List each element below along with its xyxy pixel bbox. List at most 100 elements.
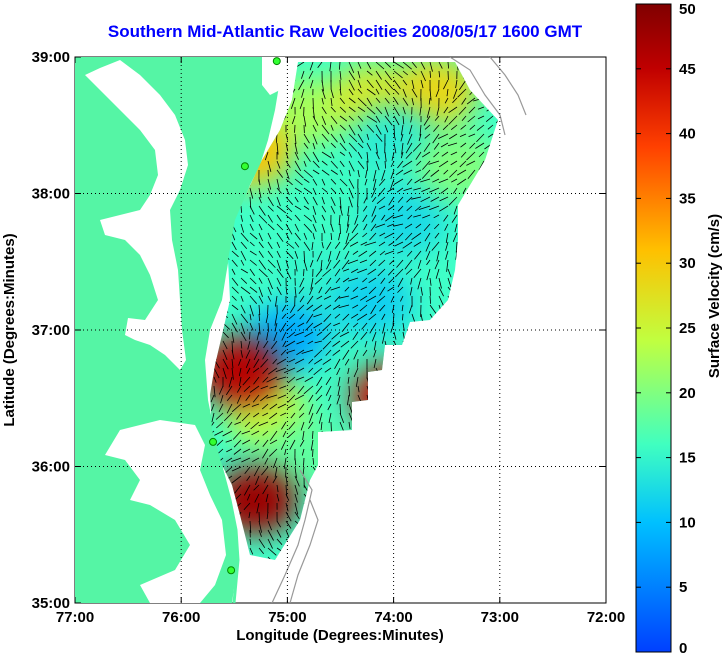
velocity-vector bbox=[258, 529, 262, 537]
velocity-vector bbox=[305, 322, 314, 331]
velocity-vector bbox=[263, 340, 269, 349]
velocity-vector bbox=[267, 367, 278, 375]
velocity-vector bbox=[231, 466, 242, 472]
velocity-vector bbox=[357, 70, 361, 79]
velocity-vector bbox=[321, 196, 325, 205]
velocity-vector bbox=[371, 205, 377, 217]
velocity-vector bbox=[287, 376, 296, 384]
velocity-vector bbox=[414, 178, 422, 184]
velocity-vector bbox=[258, 205, 266, 216]
velocity-vector bbox=[325, 385, 332, 396]
velocity-vector bbox=[402, 106, 406, 115]
velocity-vector bbox=[422, 214, 431, 219]
velocity-vector bbox=[241, 412, 251, 422]
velocity-vector bbox=[337, 376, 341, 387]
radar-station bbox=[240, 162, 249, 171]
velocity-vector bbox=[393, 106, 400, 117]
velocity-vector bbox=[308, 394, 314, 403]
velocity-vector bbox=[388, 277, 395, 284]
velocity-vector bbox=[434, 115, 440, 121]
velocity-vector bbox=[417, 277, 422, 290]
velocity-vector bbox=[240, 268, 249, 274]
velocity-vector bbox=[373, 358, 377, 369]
velocity-vector bbox=[222, 349, 228, 361]
velocity-vector bbox=[326, 241, 332, 250]
velocity-vector bbox=[363, 196, 368, 204]
velocity-vector bbox=[401, 142, 404, 155]
velocity-vector bbox=[270, 340, 278, 350]
velocity-vector bbox=[249, 286, 258, 293]
velocity-vector bbox=[394, 241, 404, 247]
velocity-vector bbox=[367, 268, 377, 275]
velocity-vector bbox=[260, 394, 269, 402]
velocity-vector bbox=[242, 376, 251, 386]
velocity-vector bbox=[371, 187, 377, 198]
velocity-vector bbox=[281, 304, 287, 312]
velocity-vector bbox=[406, 196, 413, 203]
velocity-vector bbox=[231, 322, 238, 333]
velocity-vector bbox=[255, 340, 260, 350]
velocity-vector bbox=[321, 169, 330, 176]
velocity-vector bbox=[302, 430, 305, 440]
velocity-vector bbox=[321, 241, 324, 249]
velocity-vector bbox=[304, 376, 314, 382]
velocity-vector bbox=[283, 457, 287, 469]
velocity-vector bbox=[413, 187, 422, 191]
velocity-vector bbox=[332, 304, 341, 310]
velocity-vector bbox=[312, 178, 318, 186]
velocity-vector bbox=[446, 259, 449, 272]
velocity-vector bbox=[400, 151, 404, 159]
velocity-vector bbox=[253, 466, 260, 477]
velocity-vector bbox=[357, 160, 365, 169]
velocity-vector bbox=[231, 331, 235, 343]
velocity-vector bbox=[330, 142, 336, 148]
velocity-vector bbox=[348, 62, 355, 74]
velocity-vector bbox=[347, 394, 350, 406]
velocity-vector bbox=[249, 304, 254, 317]
velocity-vector bbox=[385, 214, 395, 222]
velocity-vector bbox=[336, 250, 341, 261]
velocity-vector bbox=[239, 376, 242, 387]
velocity-vector bbox=[276, 205, 287, 214]
velocity-vector bbox=[439, 196, 449, 202]
velocity-vector bbox=[294, 178, 303, 186]
velocity-vector bbox=[267, 529, 274, 541]
x-axis-label: Longitude (Degrees:Minutes) bbox=[236, 627, 444, 644]
velocity-vector bbox=[310, 277, 314, 290]
velocity-vector bbox=[352, 250, 359, 255]
velocity-vector bbox=[458, 79, 467, 91]
velocity-vector bbox=[355, 376, 359, 387]
velocity-vector bbox=[306, 304, 314, 311]
velocity-vector bbox=[351, 223, 359, 234]
velocity-vector bbox=[277, 403, 287, 409]
velocity-vector bbox=[366, 88, 376, 96]
velocity-vector bbox=[357, 97, 367, 107]
velocity-vector bbox=[461, 115, 467, 121]
velocity-vector bbox=[267, 286, 272, 296]
velocity-vector bbox=[393, 62, 404, 69]
velocity-vector bbox=[312, 115, 319, 126]
velocity-vector bbox=[338, 304, 350, 309]
velocity-vector bbox=[382, 322, 386, 334]
velocity-vector bbox=[313, 313, 323, 318]
chart-title: Southern Mid-Atlantic Raw Velocities 200… bbox=[107, 22, 583, 41]
velocity-vector bbox=[371, 331, 377, 342]
velocity-vector bbox=[345, 232, 350, 245]
velocity-vector bbox=[240, 214, 243, 222]
velocity-vector bbox=[339, 62, 341, 70]
velocity-vector bbox=[315, 394, 323, 401]
velocity-vector bbox=[333, 322, 341, 327]
velocity-vector bbox=[264, 475, 269, 484]
velocity-vector bbox=[404, 223, 413, 229]
velocity-vector bbox=[378, 205, 386, 210]
velocity-vector bbox=[243, 385, 251, 392]
velocity-vector bbox=[249, 385, 260, 393]
velocity-vector bbox=[450, 124, 458, 131]
velocity-vector bbox=[330, 205, 336, 214]
velocity-vector bbox=[294, 466, 297, 478]
velocity-vector bbox=[325, 376, 332, 386]
velocity-vector bbox=[231, 250, 239, 258]
velocity-vector bbox=[301, 349, 314, 354]
velocity-vector bbox=[245, 349, 251, 359]
velocity-vector bbox=[240, 286, 251, 295]
